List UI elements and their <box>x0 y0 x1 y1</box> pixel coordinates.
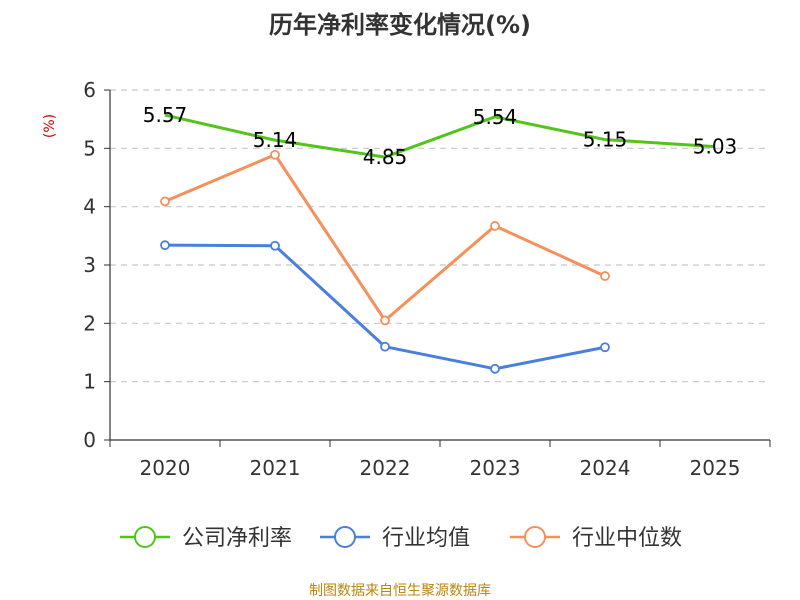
data-label: 4.85 <box>363 145 408 169</box>
y-tick-label: 5 <box>83 136 96 160</box>
data-label: 5.14 <box>253 128 298 152</box>
y-tick-label: 6 <box>83 78 96 102</box>
data-point <box>600 342 610 353</box>
grid-lines <box>110 89 770 383</box>
x-tick-label: 2022 <box>360 456 411 480</box>
data-label: 5.54 <box>473 105 518 129</box>
x-tick-label: 2024 <box>580 456 631 480</box>
legend-label: 行业中位数 <box>572 526 682 551</box>
data-point <box>270 240 280 251</box>
data-point <box>600 271 610 281</box>
x-tick-label: 2020 <box>140 456 191 480</box>
series-line <box>164 153 606 322</box>
data-point <box>270 149 280 160</box>
y-tick-label: 0 <box>83 428 96 452</box>
data-label: 5.03 <box>693 135 738 159</box>
y-tick-label: 3 <box>83 253 96 277</box>
legend-marker <box>524 526 546 548</box>
y-axis-unit-label: (%) <box>42 114 58 138</box>
data-point <box>380 341 390 352</box>
legend-marker <box>334 526 356 548</box>
legend-label: 公司净利率 <box>182 526 292 551</box>
data-point <box>380 315 390 326</box>
series-group <box>160 113 716 374</box>
legend-marker <box>134 526 156 548</box>
series-line <box>164 113 716 159</box>
legend-label: 行业均值 <box>382 526 470 551</box>
chart-title: 历年净利率变化情况(%) <box>269 11 531 39</box>
data-label: 5.15 <box>583 128 628 152</box>
y-tick-label: 2 <box>83 311 96 335</box>
data-point <box>490 363 500 374</box>
data-label: 5.57 <box>143 103 188 127</box>
data-labels: 5.57 5.14 4.85 5.54 5.15 5.03 <box>143 103 738 169</box>
x-tick-label: 2023 <box>470 456 521 480</box>
data-point <box>490 221 500 231</box>
axes: 0 1 2 3 4 5 6 2020 2021 2022 2023 2024 2025 <box>83 78 771 480</box>
data-point <box>160 196 170 207</box>
data-point <box>160 240 170 251</box>
x-tick-label: 2025 <box>690 456 741 480</box>
x-tick-label: 2021 <box>250 456 301 480</box>
y-tick-label: 1 <box>83 370 96 394</box>
legend: 公司净利率 行业均值 行业中位数 <box>120 526 682 551</box>
source-note: 制图数据来自恒生聚源数据库 <box>309 583 491 599</box>
y-tick-label: 4 <box>83 195 96 219</box>
